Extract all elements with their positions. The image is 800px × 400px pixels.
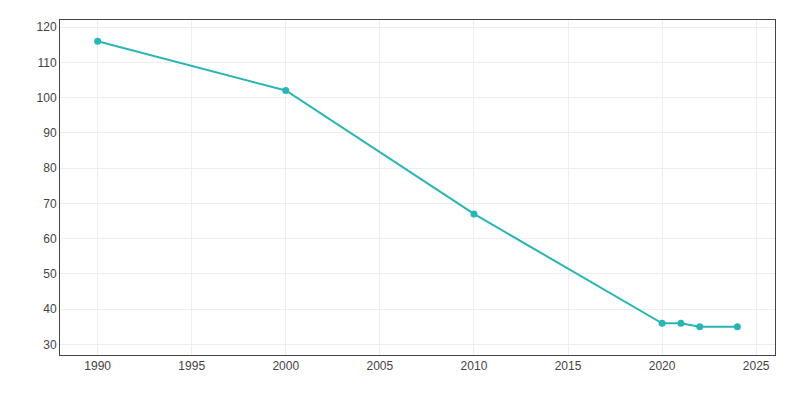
svg-text:2015: 2015	[555, 359, 582, 373]
svg-text:2010: 2010	[461, 359, 488, 373]
svg-text:2000: 2000	[272, 359, 299, 373]
svg-text:90: 90	[43, 126, 57, 140]
svg-text:120: 120	[37, 20, 57, 34]
svg-text:2005: 2005	[367, 359, 394, 373]
svg-text:110: 110	[37, 56, 56, 70]
svg-text:2020: 2020	[649, 359, 676, 373]
svg-text:40: 40	[43, 302, 57, 316]
svg-text:1995: 1995	[178, 359, 205, 373]
svg-text:2025: 2025	[743, 359, 770, 373]
svg-text:80: 80	[43, 161, 57, 175]
svg-text:50: 50	[43, 267, 57, 281]
svg-text:1990: 1990	[84, 359, 111, 373]
svg-text:70: 70	[43, 197, 57, 211]
svg-text:100: 100	[37, 91, 57, 105]
svg-text:30: 30	[43, 338, 57, 352]
svg-text:60: 60	[43, 232, 57, 246]
